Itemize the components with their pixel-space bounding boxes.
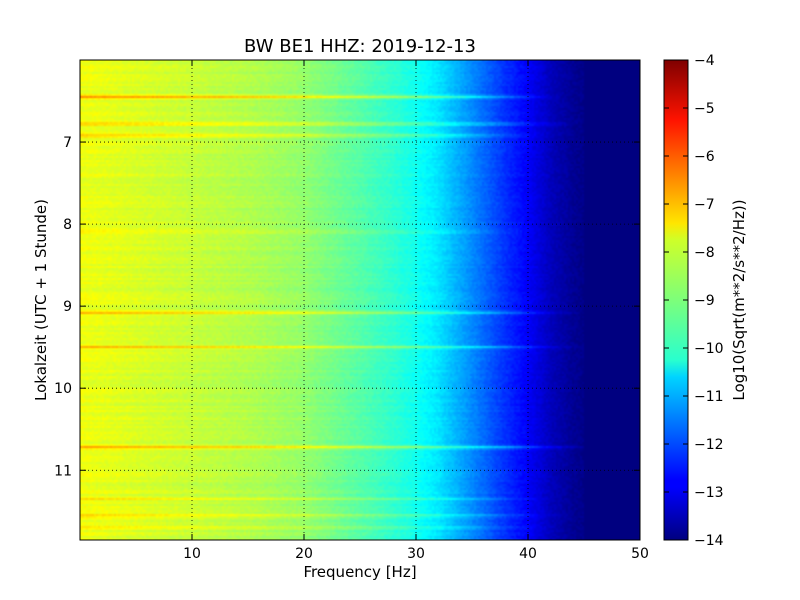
y-axis-ticks: 7 8 9 10 11 — [54, 135, 640, 479]
grid-lines — [80, 60, 640, 540]
colorbar-tick-label: −5 — [694, 101, 715, 117]
spectrogram-heatmap — [80, 60, 640, 540]
colorbar-tick-label: −7 — [694, 197, 715, 213]
x-tick-label: 40 — [519, 546, 537, 562]
x-tick-label: 50 — [631, 546, 649, 562]
y-tick-label: 11 — [54, 463, 72, 479]
colorbar-ticks: −4 −5 −6 −7 −8 −9 −10 −11 −12 −13 −14 — [664, 53, 724, 549]
y-tick-label: 7 — [63, 135, 72, 151]
y-tick-label: 8 — [63, 217, 72, 233]
x-axis-ticks: 10 20 30 40 50 — [183, 60, 649, 562]
colorbar-tick-label: −12 — [694, 437, 724, 453]
colorbar-tick-label: −6 — [694, 149, 715, 165]
colorbar-tick-label: −14 — [694, 533, 724, 549]
chart-title: BW BE1 HHZ: 2019-12-13 — [244, 36, 476, 57]
colorbar: −4 −5 −6 −7 −8 −9 −10 −11 −12 −13 −14 — [663, 53, 724, 549]
y-tick-label: 10 — [54, 381, 72, 397]
colorbar-label: Log10(Sqrt(m**2/s**2/Hz)) — [730, 199, 748, 400]
colorbar-tick-label: −11 — [694, 389, 724, 405]
colorbar-tick-label: −4 — [694, 53, 715, 69]
colorbar-tick-label: −10 — [694, 341, 724, 357]
y-tick-label: 9 — [63, 299, 72, 315]
x-tick-label: 30 — [407, 546, 425, 562]
x-tick-label: 20 — [295, 546, 313, 562]
x-tick-label: 10 — [183, 546, 201, 562]
x-axis-label: Frequency [Hz] — [303, 563, 416, 581]
colorbar-tick-label: −8 — [694, 245, 715, 261]
colorbar-tick-label: −13 — [694, 485, 724, 501]
colorbar-tick-label: −9 — [694, 293, 715, 309]
y-axis-label: Lokalzeit (UTC + 1 Stunde) — [32, 199, 50, 401]
plot-frame — [79, 59, 641, 541]
plot-area: 10 20 30 40 50 7 8 9 10 11 — [54, 59, 649, 562]
